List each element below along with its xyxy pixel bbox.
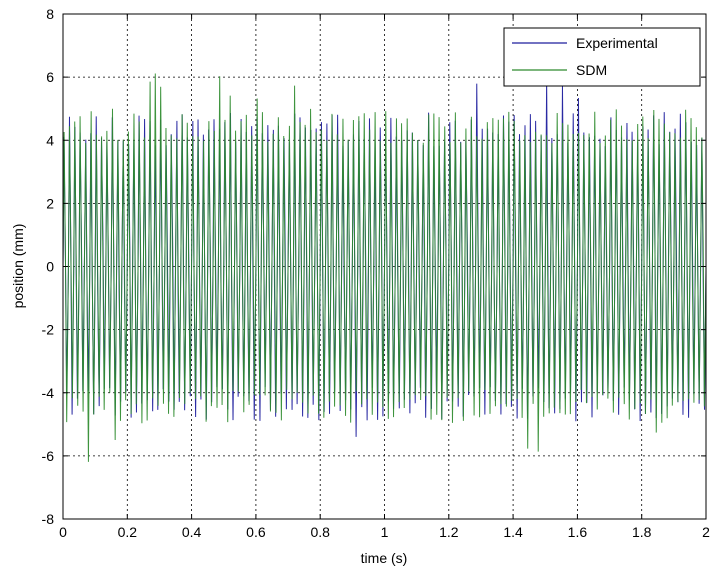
x-tick-label: 0	[59, 524, 67, 540]
y-tick-label: 0	[46, 259, 54, 275]
y-tick-label: 4	[46, 132, 54, 148]
y-tick-label: -2	[42, 322, 55, 338]
x-tick-label: 2	[702, 524, 710, 540]
ticks: 0 0.2 0.4 0.6 0.8 1 1.2 1.4 1.6 1.8 2 -8 -6 -4 -2 0 2 4 6 8	[42, 6, 711, 540]
x-axis-title: time (s)	[361, 550, 408, 566]
y-axis-title: position (mm)	[10, 224, 26, 309]
y-tick-label: 6	[46, 69, 54, 85]
legend: Experimental SDM	[503, 27, 701, 87]
y-tick-label: 8	[46, 6, 54, 22]
x-tick-label: 1.2	[439, 524, 459, 540]
x-tick-label: 0.4	[182, 524, 202, 540]
y-tick-label: -6	[42, 448, 55, 464]
x-tick-label: 1.8	[632, 524, 652, 540]
series-layer	[63, 73, 706, 462]
legend-label-sdm: SDM	[576, 62, 607, 78]
legend-box	[503, 27, 701, 87]
y-tick-label: -8	[42, 511, 55, 527]
y-tick-label: 2	[46, 195, 54, 211]
y-tick-label: -4	[42, 385, 55, 401]
series-line-sdm	[63, 73, 706, 462]
x-tick-label: 0.8	[310, 524, 330, 540]
x-tick-label: 1.6	[568, 524, 588, 540]
x-tick-label: 1	[381, 524, 389, 540]
x-tick-label: 0.6	[246, 524, 266, 540]
legend-label-experimental: Experimental	[576, 35, 658, 51]
x-tick-label: 0.2	[118, 524, 138, 540]
x-tick-label: 1.4	[503, 524, 523, 540]
